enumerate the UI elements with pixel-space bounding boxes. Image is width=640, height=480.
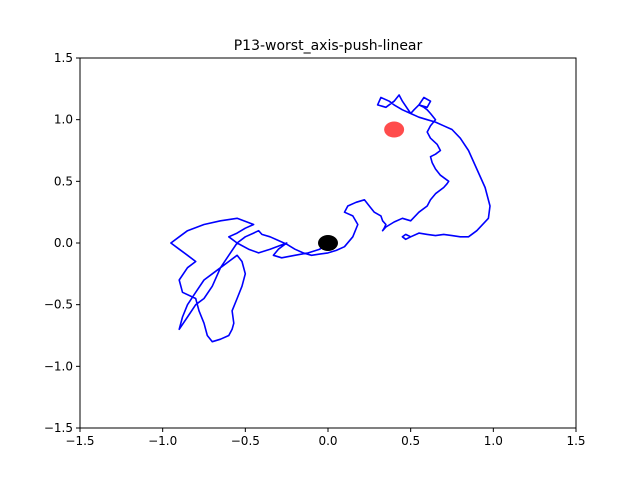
x-tick-label: −1.5 [65,434,94,448]
chart-title: P13-worst_axis-push-linear [234,38,423,54]
x-tick-label: 0.0 [318,434,337,448]
trajectory-line-0 [170,94,491,343]
y-tick-label: −1.0 [44,359,73,373]
y-tick-label: 1.0 [54,113,73,127]
start-marker [318,235,338,251]
x-axis: −1.5 −1.0 −0.5 0.0 0.5 1.0 1.5 [65,428,586,448]
x-tick-label: 1.5 [566,434,585,448]
y-axis: −1.5 −1.0 −0.5 0.0 0.5 1.0 1.5 [44,51,80,435]
x-tick-label: −0.5 [231,434,260,448]
y-tick-label: 0.5 [54,174,73,188]
y-tick-label: 0.0 [54,236,73,250]
goal-marker [384,121,405,138]
series-layer [170,94,491,343]
x-tick-label: 0.5 [401,434,420,448]
y-tick-label: 1.5 [54,51,73,65]
marker-layer [318,121,405,251]
x-tick-label: −1.0 [148,434,177,448]
y-tick-label: −1.5 [44,421,73,435]
y-tick-label: −0.5 [44,298,73,312]
x-tick-label: 1.0 [484,434,503,448]
